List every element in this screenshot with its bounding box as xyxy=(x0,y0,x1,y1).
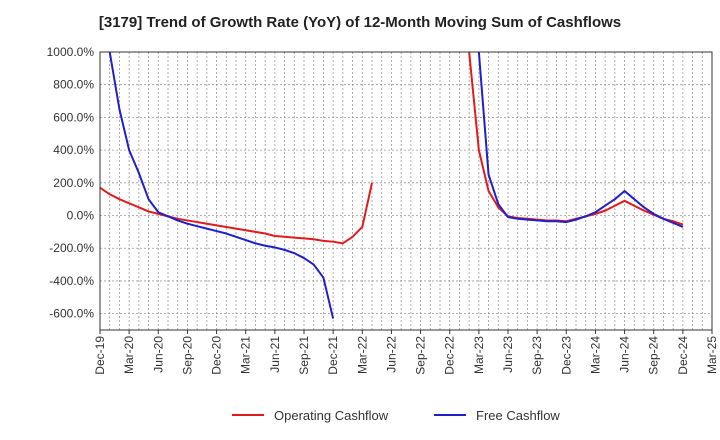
x-tick-label: Jun-22 xyxy=(384,336,398,373)
x-tick-label: Jun-24 xyxy=(618,336,632,373)
plot-border xyxy=(99,51,713,331)
y-tick-label: 600.0% xyxy=(53,110,94,124)
y-tick-label: 200.0% xyxy=(53,176,94,190)
x-tick-label: Dec-22 xyxy=(443,336,457,375)
x-axis: Dec-19 Mar-20 Jun-20 Sep-20 Dec-20 Mar-21 Jun-… xyxy=(93,330,719,375)
y-tick-label: 0.0% xyxy=(67,209,95,223)
x-tick-label: Mar-20 xyxy=(122,336,136,374)
chart-title: [3179] Trend of Growth Rate (YoY) of 12-… xyxy=(98,14,622,31)
x-tick-label: Dec-23 xyxy=(559,336,573,375)
legend: Operating Cashflow Free Cashflow xyxy=(232,408,560,423)
x-tick-label: Sep-23 xyxy=(530,336,544,375)
legend-operating-cashflow-label: Operating Cashflow xyxy=(274,408,389,423)
x-tick-label: Mar-23 xyxy=(472,336,486,374)
x-tick-label: Dec-19 xyxy=(93,336,107,375)
legend-free-cashflow-label: Free Cashflow xyxy=(476,408,560,423)
y-tick-label: 400.0% xyxy=(53,143,94,157)
x-tick-label: Sep-21 xyxy=(297,336,311,375)
series-line-free-cashflow xyxy=(108,52,684,319)
y-tick-label: -200.0% xyxy=(49,241,94,255)
x-tick-label: Mar-21 xyxy=(239,336,253,374)
x-tick-label: Sep-22 xyxy=(414,336,428,375)
y-tick-label: -400.0% xyxy=(49,274,94,288)
y-tick-label: 800.0% xyxy=(53,78,94,92)
x-tick-label: Mar-25 xyxy=(705,336,719,374)
x-tick-label: Mar-24 xyxy=(588,336,602,374)
y-tick-label: -600.0% xyxy=(49,307,94,321)
x-tick-label: Dec-21 xyxy=(326,336,340,375)
y-axis: 1000.0% 800.0% 600.0% 400.0% 200.0% 0.0% -200.… xyxy=(47,45,95,321)
x-tick-label: Sep-20 xyxy=(180,336,194,375)
x-tick-label: Jun-21 xyxy=(268,336,282,373)
x-tick-label: Mar-22 xyxy=(355,336,369,374)
x-tick-label: Jun-23 xyxy=(501,336,515,373)
x-tick-label: Jun-20 xyxy=(151,336,165,373)
plot-background xyxy=(100,52,712,330)
x-tick-label: Dec-24 xyxy=(676,336,690,375)
y-tick-label: 1000.0% xyxy=(47,45,95,59)
series-layer xyxy=(100,52,684,319)
x-tick-label: Sep-24 xyxy=(647,336,661,375)
x-tick-label: Dec-20 xyxy=(210,336,224,375)
